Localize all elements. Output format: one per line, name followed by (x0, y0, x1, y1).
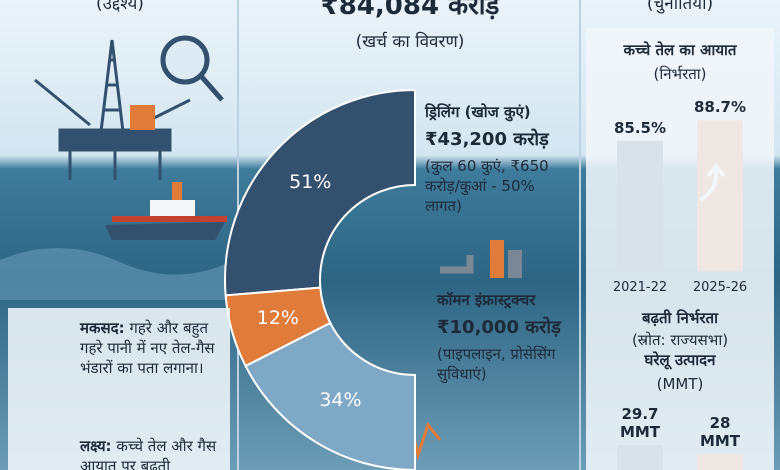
item-title: कॉमन इंफ्रास्ट्रक्चर (437, 291, 536, 309)
slice-label: 34% (319, 389, 362, 412)
x-tick-label: 2021-22 (612, 280, 668, 295)
ship (105, 182, 227, 240)
pie-slice (224, 88, 416, 297)
goal-label: मकसद: (80, 319, 125, 337)
target: लक्ष्य: कच्चे तेल और गैस आयात पर बढ़ती (80, 436, 230, 470)
value-label: 28 MMT (699, 414, 741, 451)
target-text: कच्चे तेल और गैस आयात पर बढ़ती (80, 437, 217, 470)
value-label: 88.7% (693, 98, 747, 117)
goal-text: गहरे और बहुत गहरे पानी में नए तेल-गैस भं… (80, 319, 215, 377)
chart-title: कच्चे तेल का आयात (623, 41, 737, 59)
center-subtitle: (खर्च का विवरण) (355, 32, 465, 52)
slice-label: 51% (289, 171, 332, 194)
value-label: 29.7 MMT (619, 405, 661, 442)
oil-rig (34, 39, 191, 180)
chart-subtitle: (निर्भरता) (653, 65, 707, 83)
magnifier (160, 35, 224, 102)
challenge-panel (586, 28, 774, 470)
value-label: 85.5% (613, 118, 667, 137)
item-note: (कुल 60 कुएं, ₹650 करोड़/कुआं - 50% लागत… (425, 157, 549, 215)
goal: मकसद: गहरे और बहुत गहरे पानी में नए तेल-… (80, 318, 230, 378)
item-note: (पाइपलाइन, प्रोसेसिंग सुविधाएं) (437, 345, 556, 383)
chart-title: घरेलू उत्पादन (644, 351, 716, 369)
target-label: लक्ष्य: (80, 437, 112, 455)
item-title: ड्रिलिंग (खोज कुएं) (425, 103, 531, 121)
pipeline-icon (440, 240, 522, 278)
objective-panel (8, 308, 230, 470)
item-amount: ₹43,200 करोड़ (425, 129, 549, 150)
center-title: ₹84,084 करोड़ (320, 0, 500, 21)
slice-label: 12% (256, 306, 299, 329)
left-heading: (उद्देश्य) (96, 0, 144, 14)
source: (स्रोत: राज्यसभा) (631, 331, 729, 349)
right-heading: (चुनौतियां) (646, 0, 714, 14)
wave (0, 247, 238, 300)
x-tick-label: 2025-26 (692, 280, 748, 295)
item-amount: ₹10,000 करोड़ (437, 317, 561, 338)
annotation: बढ़ती निर्भरता (642, 309, 718, 327)
chart-subtitle: (MMT) (656, 375, 704, 393)
